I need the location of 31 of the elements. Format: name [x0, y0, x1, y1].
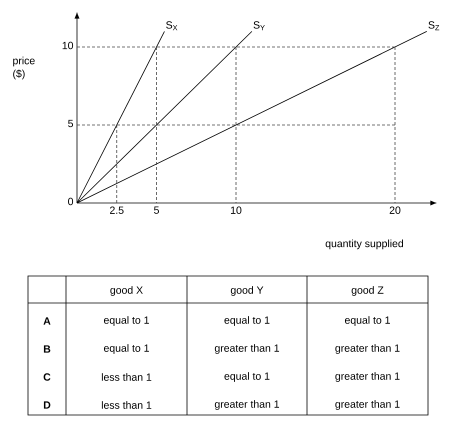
text: equal to 1: [104, 344, 149, 354]
text: greater than 1: [335, 400, 400, 410]
text: D: [44, 401, 50, 409]
text: equal to 1: [104, 316, 149, 326]
x-axis-title: quantity supplied: [326, 240, 404, 250]
text: good Y: [230, 286, 264, 296]
series-label: S$_{X}$: [166, 21, 178, 30]
y-tick-label: 5: [68, 120, 74, 128]
text: greater than 1: [335, 344, 400, 354]
text: good X: [110, 286, 143, 296]
text: equal to 1: [224, 372, 270, 382]
text: less than 1: [102, 373, 152, 381]
text: greater than 1: [214, 344, 280, 354]
text: equal to 1: [344, 316, 390, 326]
text: greater than 1: [214, 400, 280, 410]
series-label: S$_{Z}$: [428, 21, 440, 30]
text: less than 1: [102, 401, 152, 409]
x-tick-label: 5: [154, 206, 159, 214]
text: B: [44, 345, 50, 353]
y-tick-label: 0: [68, 198, 74, 206]
text: A: [43, 317, 50, 325]
x-tick-label: 2.5: [110, 206, 124, 214]
text: C: [44, 373, 50, 381]
text: good Z: [352, 286, 384, 296]
x-tick-label: 10: [230, 206, 242, 214]
series-label: S$_{Y}$: [254, 21, 265, 30]
y-axis-title: price ($): [13, 56, 35, 80]
text: greater than 1: [335, 372, 400, 382]
text: equal to 1: [224, 316, 270, 326]
y-tick-label: 10: [62, 42, 74, 50]
x-tick-label: 20: [390, 206, 400, 214]
